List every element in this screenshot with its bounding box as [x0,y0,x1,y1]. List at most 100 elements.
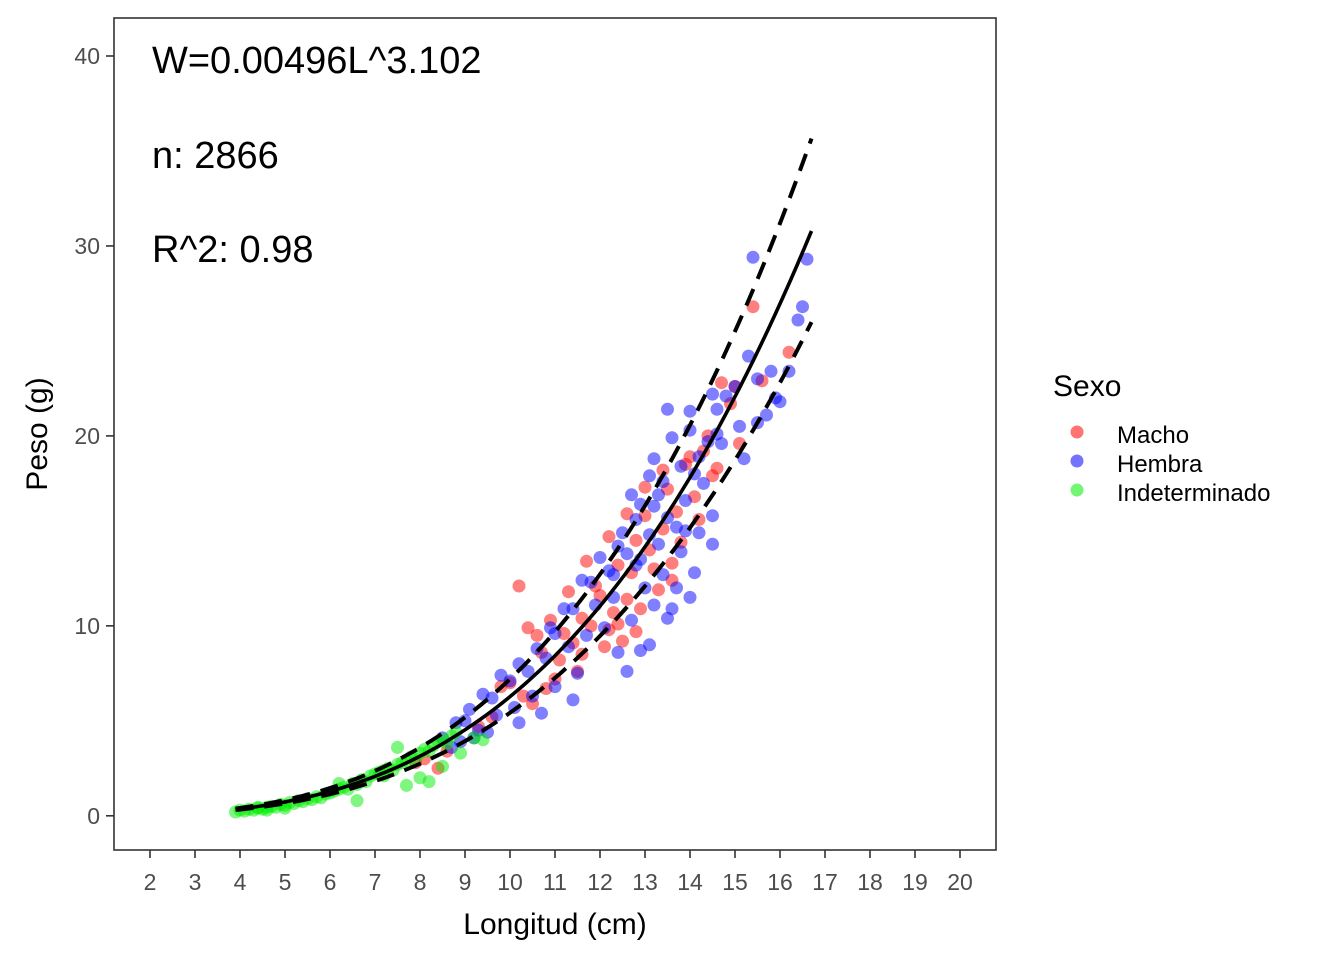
point-hembra [647,452,661,466]
point-hembra [557,602,571,616]
y-axis-title: Peso (g) [21,377,54,490]
x-tick-label: 2 [144,869,157,895]
y-tick-label: 0 [87,803,100,829]
point-hembra [530,642,544,656]
point-hembra [800,252,814,266]
point-macho [634,602,647,616]
axis-ticks-layer: 2 3 4 5 6 7 8 9 10 11 12 13 14 15 16 17 18 19 20 0 10 20 30 40 [74,43,972,895]
point-macho [746,300,760,314]
point-indeterminado [454,746,467,760]
lower-bound-line [235,321,814,812]
point-macho [620,592,634,606]
point-hembra [571,666,584,680]
point-hembra [566,693,580,707]
point-macho [665,556,679,570]
point-hembra [760,408,773,422]
point-hembra [670,581,683,595]
x-tick-label: 17 [812,869,838,895]
fit-lines-layer [235,137,814,812]
point-hembra [706,537,719,551]
point-hembra [548,680,562,694]
point-hembra [643,638,656,652]
point-macho [521,621,535,635]
upper-bound-line [235,137,814,811]
point-macho [782,345,796,359]
point-hembra [656,568,670,582]
x-tick-label: 16 [767,869,793,895]
point-hembra [607,568,620,582]
point-hembra [764,364,778,378]
point-hembra [670,520,683,534]
x-tick-label: 14 [677,869,703,895]
point-macho [530,628,544,642]
point-hembra [710,402,724,416]
point-macho [580,554,593,568]
point-macho [715,376,728,390]
point-macho [611,617,625,631]
point-macho [517,689,530,703]
point-hembra [575,573,589,587]
legend-key-hembra [1070,454,1084,468]
legend-key-macho [1070,425,1084,439]
point-hembra [796,300,809,314]
point-hembra [643,469,656,483]
legend-label-indeterminado: Indeterminado [1117,480,1270,507]
point-indeterminado [413,771,427,785]
point-hembra [679,494,692,507]
point-hembra [521,664,535,678]
y-tick-label: 20 [74,423,100,449]
point-hembra [706,387,719,401]
point-hembra [733,419,746,433]
point-macho [512,579,526,593]
point-hembra [688,566,701,580]
x-tick-label: 4 [234,869,247,895]
point-hembra [674,545,688,559]
point-hembra [647,499,661,513]
x-tick-label: 15 [722,869,748,895]
y-tick-label: 30 [74,233,100,259]
y-tick-label: 40 [74,43,100,69]
point-hembra [652,537,665,551]
x-tick-label: 18 [857,869,883,895]
legend: Sexo Macho Hembra Indeterminado [1053,370,1270,507]
legend-label-hembra: Hembra [1117,451,1203,478]
x-tick-label: 11 [543,869,567,895]
point-macho [562,585,575,599]
point-hembra [791,313,805,327]
point-hembra [683,590,697,604]
point-hembra [535,706,548,720]
x-tick-label: 20 [947,869,973,895]
point-macho [616,634,629,648]
point-indeterminado [391,740,404,754]
point-hembra [647,598,661,612]
point-hembra [580,628,593,642]
fitted-curve [235,230,814,812]
point-hembra [683,404,697,418]
annotations: W=0.00496L^3.102 n: 2866 R^2: 0.98 [152,40,481,271]
point-hembra [697,476,710,490]
point-macho [629,533,643,547]
legend-label-macho: Macho [1117,422,1189,449]
legend-key-indeterminado [1070,483,1084,497]
point-hembra [661,402,674,416]
point-macho [683,450,697,464]
legend-title: Sexo [1053,370,1121,403]
point-macho [629,625,643,639]
point-hembra [598,621,611,635]
point-hembra [463,702,476,716]
point-hembra [692,526,706,540]
point-hembra [512,716,526,730]
x-tick-label: 7 [369,869,382,895]
x-tick-label: 8 [414,869,427,895]
point-hembra [737,452,751,466]
point-hembra [625,488,638,502]
point-hembra [665,602,679,616]
point-hembra [665,431,679,445]
point-hembra [706,509,719,523]
point-hembra [611,645,625,659]
point-macho [710,461,724,475]
point-hembra [620,547,634,561]
x-tick-label: 5 [279,869,292,895]
x-tick-label: 3 [189,869,202,895]
